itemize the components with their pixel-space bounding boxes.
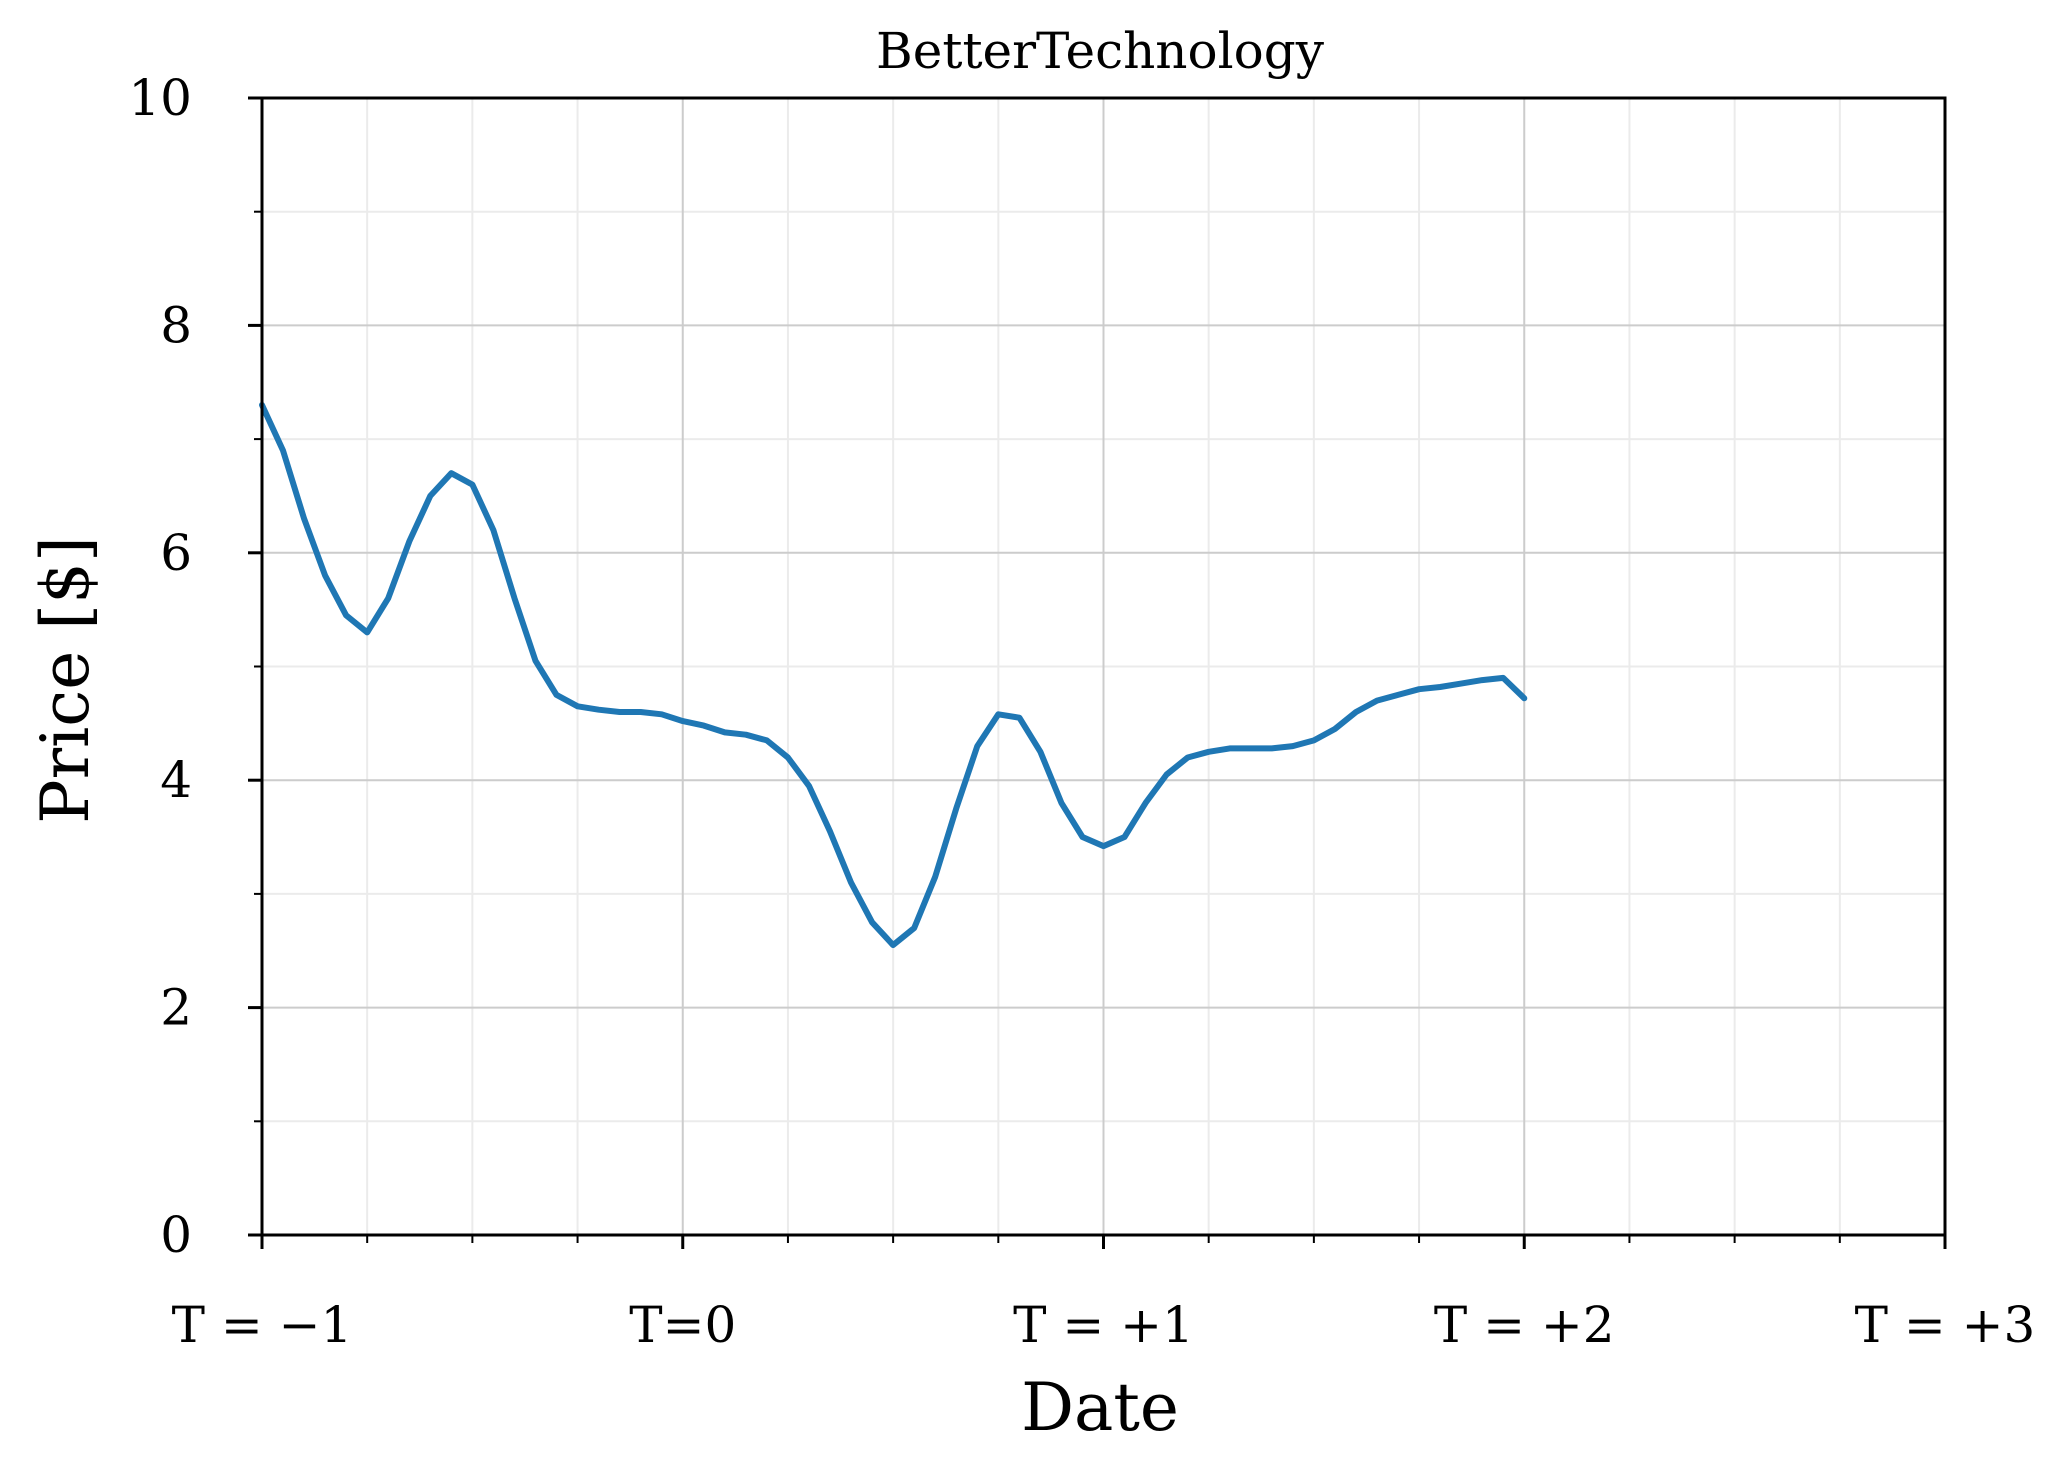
y-tick-label: 2 (160, 979, 192, 1037)
y-tick-label: 0 (160, 1206, 192, 1264)
series-layer (259, 402, 1528, 949)
x-tick-label: T = +1 (1013, 1296, 1194, 1354)
x-tick-label: T=0 (629, 1296, 736, 1354)
x-tick-label: T = +3 (1855, 1296, 2036, 1354)
y-tick-label: 8 (160, 296, 192, 354)
chart-title: BetterTechnology (876, 22, 1325, 80)
x-tick-labels: T = −1 T=0 T = +1 T = +2 T = +3 (172, 1296, 2036, 1354)
y-axis-label: Price [$] (27, 536, 104, 824)
y-tick-label: 6 (160, 524, 192, 582)
tick-marks (248, 96, 1947, 1249)
major-gridlines (262, 98, 1945, 1235)
y-tick-labels: 0 2 4 6 8 10 (128, 69, 192, 1264)
x-tick-label: T = +2 (1434, 1296, 1615, 1354)
x-tick-label: T = −1 (172, 1296, 353, 1354)
y-tick-label: 4 (160, 751, 192, 809)
x-axis-label: Date (1021, 1369, 1179, 1446)
y-tick-label: 10 (128, 69, 192, 127)
price-series-line (259, 402, 1528, 949)
